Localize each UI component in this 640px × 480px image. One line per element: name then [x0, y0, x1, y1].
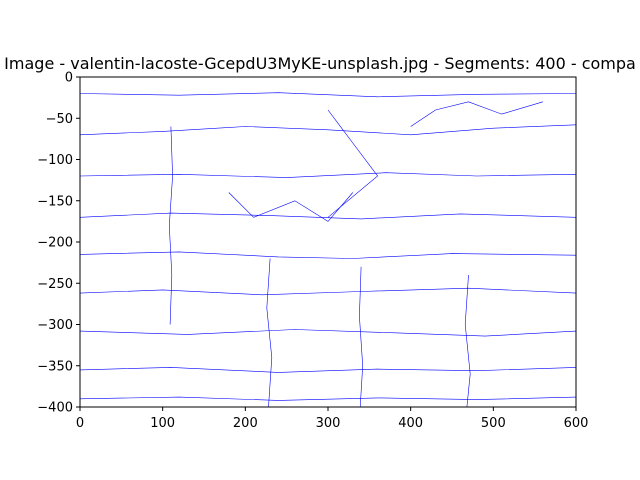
- segment-line-7: [79, 367, 577, 373]
- y-tick-label: −200: [37, 236, 73, 251]
- y-tick-label: −300: [37, 318, 73, 333]
- segment-line-5: [79, 287, 577, 296]
- segment-line-8: [79, 396, 577, 401]
- segment-line-11: [359, 266, 364, 408]
- segment-line-3: [79, 212, 577, 220]
- segment-line-1: [79, 124, 577, 136]
- segment-line-4: [79, 251, 577, 259]
- segment-line-0: [79, 92, 577, 98]
- x-tick-label: 300: [316, 416, 341, 431]
- y-axis: 0 −50 −100 −150 −200 −250 −300 −350 −400: [37, 71, 80, 416]
- x-tick-label: 200: [233, 416, 258, 431]
- x-tick-label: 600: [564, 416, 589, 431]
- y-tick-label: −150: [37, 194, 73, 209]
- y-tick-label: −400: [37, 401, 73, 416]
- plot-lines: [79, 92, 577, 408]
- segment-line-13: [327, 109, 379, 218]
- segment-line-2: [79, 172, 577, 178]
- y-tick-label: 0: [65, 71, 73, 86]
- segment-line-14: [410, 101, 543, 127]
- y-tick-label: −350: [37, 359, 73, 374]
- x-axis: 0 100 200 300 400 500 600: [76, 407, 589, 431]
- y-tick-label: −50: [46, 112, 73, 127]
- segment-line-6: [79, 329, 577, 337]
- y-tick-label: −250: [37, 277, 73, 292]
- x-tick-label: 400: [398, 416, 423, 431]
- x-tick-label: 0: [76, 416, 84, 431]
- x-tick-label: 100: [150, 416, 175, 431]
- segment-line-10: [266, 258, 273, 408]
- chart-title: Image - valentin-lacoste-GcepdU3MyKE-uns…: [4, 54, 636, 73]
- segment-line-9: [168, 126, 173, 325]
- segment-line-15: [228, 192, 354, 222]
- segment-line-12: [464, 274, 471, 408]
- y-tick-label: −100: [37, 153, 73, 168]
- x-tick-label: 500: [481, 416, 506, 431]
